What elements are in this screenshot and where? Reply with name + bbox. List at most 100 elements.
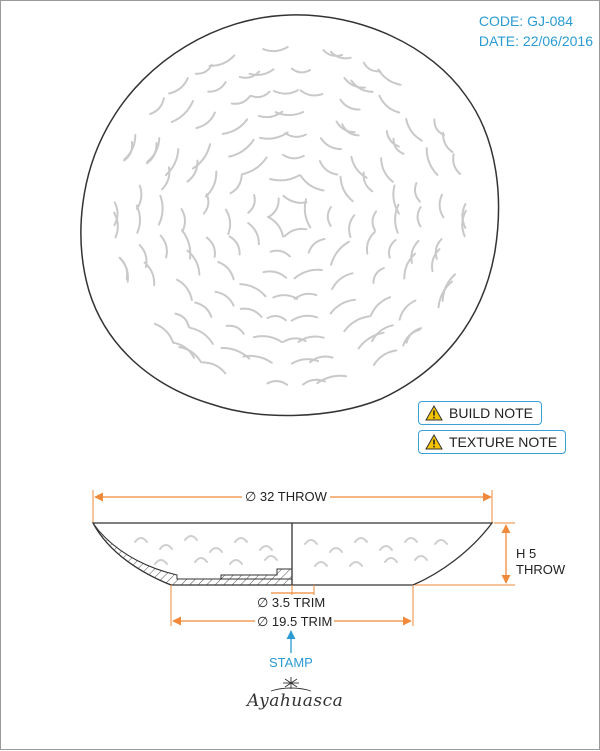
texture-mark bbox=[262, 270, 288, 279]
texture-mark bbox=[314, 561, 328, 567]
texture-mark bbox=[266, 315, 287, 322]
texture-mark bbox=[350, 79, 374, 93]
texture-mark bbox=[269, 174, 301, 182]
texture-mark bbox=[123, 133, 137, 161]
plate-outline bbox=[80, 14, 500, 417]
texture-note-label: TEXTURE NOTE bbox=[449, 434, 558, 450]
texture-mark bbox=[208, 54, 236, 67]
texture-mark bbox=[290, 314, 319, 322]
texture-mark bbox=[153, 322, 175, 344]
build-note-button[interactable]: BUILD NOTE bbox=[418, 401, 543, 425]
texture-mark bbox=[159, 544, 173, 550]
texture-mark bbox=[224, 208, 232, 236]
stamp-label: STAMP bbox=[269, 655, 313, 670]
texture-mark bbox=[413, 182, 421, 203]
texture-mark bbox=[269, 249, 291, 258]
texture-mark bbox=[329, 50, 352, 60]
texture-mark bbox=[405, 327, 423, 344]
texture-mark bbox=[437, 280, 454, 309]
texture-mark bbox=[372, 267, 385, 284]
texture-mark bbox=[247, 222, 260, 246]
texture-mark bbox=[341, 123, 360, 137]
texture-mark bbox=[181, 229, 192, 260]
texture-mark bbox=[354, 537, 368, 543]
build-note-label: BUILD NOTE bbox=[449, 405, 534, 421]
texture-mark bbox=[239, 307, 263, 318]
texture-mark bbox=[266, 380, 289, 386]
texture-mark bbox=[283, 227, 308, 238]
texture-mark bbox=[157, 194, 164, 226]
height-label-line1: H 5 bbox=[516, 546, 537, 561]
texture-mark bbox=[331, 272, 354, 291]
texture-mark bbox=[410, 239, 420, 264]
texture-mark bbox=[304, 539, 318, 545]
texture-mark bbox=[191, 143, 212, 170]
texture-mark bbox=[159, 234, 168, 259]
texture-mark bbox=[149, 97, 165, 115]
texture-mark bbox=[234, 537, 248, 543]
texture-mark bbox=[392, 137, 405, 155]
texture-mark bbox=[307, 238, 326, 254]
texture-mark bbox=[258, 131, 289, 140]
texture-mark bbox=[318, 160, 339, 176]
texture-mark bbox=[372, 349, 398, 366]
texture-mark bbox=[434, 238, 443, 260]
texture-mark bbox=[461, 209, 467, 238]
texture-mark bbox=[297, 335, 325, 343]
texture-mark bbox=[431, 248, 441, 273]
texture-mark bbox=[266, 215, 284, 238]
texture-mark bbox=[416, 206, 422, 228]
texture-note-button[interactable]: TEXTURE NOTE bbox=[418, 430, 567, 454]
texture-mark bbox=[365, 230, 376, 255]
texture-mark bbox=[388, 239, 397, 259]
texture-mark bbox=[371, 210, 378, 232]
texture-mark bbox=[273, 89, 299, 95]
texture-mark bbox=[138, 244, 148, 268]
texture-mark bbox=[225, 324, 245, 335]
texture-mark bbox=[228, 235, 241, 256]
texture-mark bbox=[343, 77, 366, 89]
top-view bbox=[80, 14, 500, 417]
foot-outer-label: ∅ 19.5 TRIM bbox=[255, 614, 335, 630]
texture-mark bbox=[385, 130, 400, 148]
texture-mark bbox=[238, 70, 261, 79]
texture-mark bbox=[290, 67, 312, 74]
texture-mark bbox=[220, 346, 251, 360]
texture-mark bbox=[118, 257, 129, 280]
section-texture bbox=[134, 535, 448, 567]
texture-mark bbox=[329, 298, 356, 315]
texture-mark bbox=[195, 111, 216, 129]
texture-mark bbox=[194, 301, 213, 318]
texture-mark bbox=[329, 547, 343, 553]
texture-mark bbox=[228, 138, 255, 158]
height-label-line2: THROW bbox=[516, 562, 566, 577]
texture-mark bbox=[186, 159, 199, 183]
texture-mark bbox=[414, 555, 428, 561]
foot-inner-label: ∅ 3.5 TRIM bbox=[255, 595, 328, 611]
texture-mark bbox=[299, 174, 325, 192]
stamp-logo-mark bbox=[270, 677, 312, 692]
texture-mark bbox=[135, 184, 143, 210]
texture-mark bbox=[252, 335, 283, 344]
texture-mark bbox=[180, 208, 186, 233]
texture-mark bbox=[186, 249, 201, 276]
bowl-profile bbox=[91, 522, 494, 586]
texture-mark bbox=[438, 193, 445, 219]
texture-mark bbox=[209, 547, 223, 553]
texture-mark bbox=[267, 197, 280, 218]
texture-mark bbox=[349, 561, 363, 567]
texture-mark bbox=[380, 157, 394, 183]
texture-mark bbox=[293, 268, 323, 280]
texture-mark bbox=[201, 361, 227, 375]
texture-mark bbox=[461, 203, 467, 229]
texture-mark bbox=[434, 539, 448, 545]
section-hatch bbox=[92, 522, 293, 586]
texture-mark bbox=[170, 100, 194, 123]
texture-mark bbox=[371, 324, 394, 343]
texture-mark bbox=[264, 555, 278, 561]
texture-mark bbox=[113, 211, 119, 239]
texture-mark bbox=[248, 68, 275, 76]
texture-mark bbox=[425, 147, 439, 176]
texture-mark bbox=[113, 201, 119, 227]
